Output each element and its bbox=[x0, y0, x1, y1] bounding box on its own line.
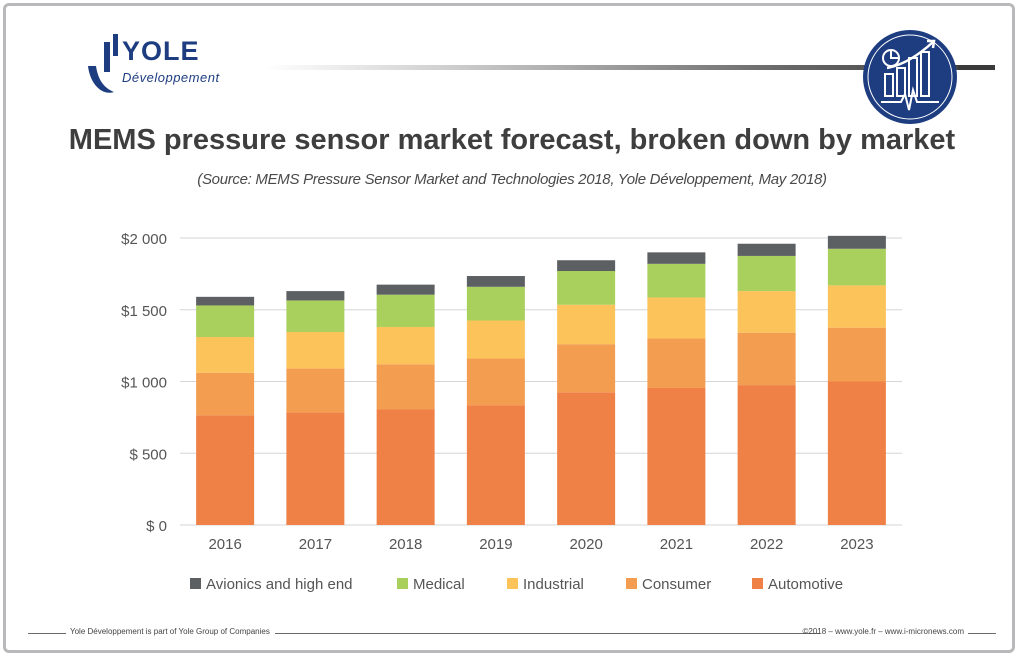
bar-segment bbox=[827, 248, 886, 286]
legend-swatch bbox=[190, 578, 201, 589]
bar-segment bbox=[647, 338, 706, 388]
bar-segment bbox=[286, 412, 345, 525]
bar-segment bbox=[376, 326, 435, 365]
x-tick-label: 2017 bbox=[299, 536, 332, 553]
bar-segment bbox=[196, 296, 255, 306]
legend-swatch bbox=[397, 578, 408, 589]
bar-segment bbox=[557, 344, 616, 393]
x-tick-label: 2021 bbox=[660, 536, 693, 553]
bar-segment bbox=[647, 263, 706, 298]
x-tick-label: 2018 bbox=[389, 536, 422, 553]
bar-segment bbox=[196, 372, 255, 416]
bar-segment bbox=[557, 271, 616, 305]
chart-source: (Source: MEMS Pressure Sensor Market and… bbox=[197, 171, 827, 188]
y-tick-label: $ 0 bbox=[146, 518, 167, 535]
footer-left-text: Yole Développement is part of Yole Group… bbox=[70, 627, 270, 636]
legend-label: Industrial bbox=[523, 576, 584, 593]
x-tick-label: 2022 bbox=[750, 536, 783, 553]
bar-segment bbox=[466, 320, 525, 359]
header-rule-end bbox=[958, 65, 994, 70]
bar-segment bbox=[376, 364, 435, 410]
brand-subname: Développement bbox=[122, 70, 220, 85]
bar-segment bbox=[286, 291, 345, 301]
legend-label: Consumer bbox=[642, 576, 711, 593]
bar-segment bbox=[827, 285, 886, 328]
bar-segment bbox=[376, 284, 435, 295]
bar-segment bbox=[466, 286, 525, 321]
header-rule bbox=[265, 65, 995, 70]
bar-segment bbox=[737, 255, 796, 292]
bar-segment bbox=[286, 331, 345, 369]
bar-segment bbox=[196, 337, 255, 373]
y-tick-label: $2 000 bbox=[121, 231, 167, 248]
bar-segment bbox=[557, 304, 616, 345]
y-tick-label: $1 500 bbox=[121, 303, 167, 320]
bar-segment bbox=[466, 276, 525, 287]
bar-segment bbox=[737, 332, 796, 386]
legend-label: Automotive bbox=[768, 576, 843, 593]
legend-label: Avionics and high end bbox=[206, 576, 353, 593]
bar-segment bbox=[737, 291, 796, 333]
bar-segment bbox=[376, 409, 435, 525]
y-tick-label: $1 000 bbox=[121, 375, 167, 392]
bar-segment bbox=[286, 368, 345, 413]
market-growth-badge-icon bbox=[863, 30, 957, 124]
bar-segment bbox=[557, 260, 616, 272]
bar-segment bbox=[827, 235, 886, 249]
bar-segment bbox=[827, 327, 886, 382]
legend-swatch bbox=[752, 578, 763, 589]
x-tick-label: 2023 bbox=[840, 536, 873, 553]
bar-segment bbox=[196, 415, 255, 525]
x-tick-label: 2020 bbox=[569, 536, 602, 553]
x-tick-label: 2016 bbox=[208, 536, 241, 553]
bar-segment bbox=[196, 305, 255, 338]
bar-segment bbox=[286, 300, 345, 332]
legend-label: Medical bbox=[413, 576, 465, 593]
legend-swatch bbox=[507, 578, 518, 589]
bar-segment bbox=[466, 405, 525, 525]
bar-segment bbox=[647, 387, 706, 525]
bar-segment bbox=[647, 297, 706, 339]
bar-segment bbox=[737, 385, 796, 525]
footer-rule-right bbox=[968, 633, 996, 634]
yole-logo: YOLE Développement bbox=[84, 26, 254, 96]
brand-name: YOLE bbox=[122, 36, 200, 66]
y-tick-label: $ 500 bbox=[129, 446, 167, 463]
bar-segment bbox=[647, 252, 706, 264]
bar-segment bbox=[376, 294, 435, 327]
footer-rule-middle bbox=[275, 633, 820, 634]
chart-title: MEMS pressure sensor market forecast, br… bbox=[68, 124, 956, 156]
footer-right-text: ©2018 – www.yole.fr – www.i-micronews.co… bbox=[802, 627, 965, 636]
bar-segment bbox=[466, 358, 525, 406]
bar-segment bbox=[737, 243, 796, 256]
legend-swatch bbox=[626, 578, 637, 589]
footer-rule-left bbox=[28, 633, 66, 634]
x-tick-label: 2019 bbox=[479, 536, 512, 553]
yole-logo-mark-icon bbox=[88, 34, 118, 93]
bar-segment bbox=[557, 392, 616, 525]
bar-segment bbox=[827, 381, 886, 525]
